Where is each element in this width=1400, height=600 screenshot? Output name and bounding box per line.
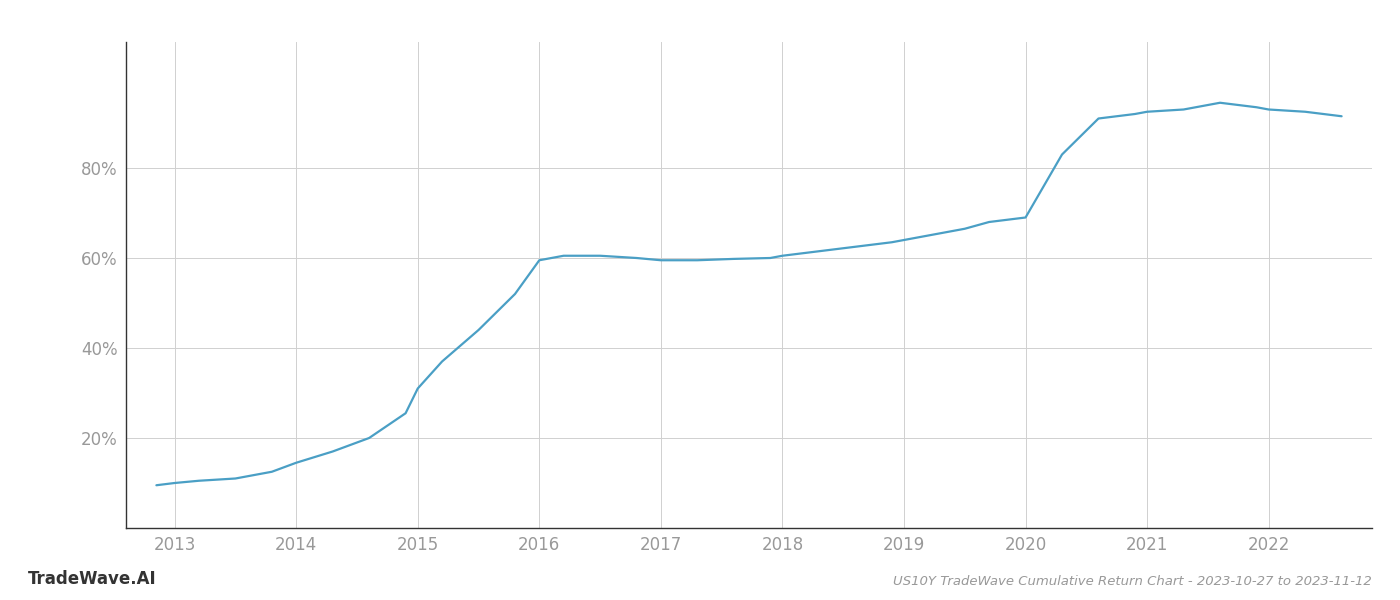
Text: US10Y TradeWave Cumulative Return Chart - 2023-10-27 to 2023-11-12: US10Y TradeWave Cumulative Return Chart … [893, 575, 1372, 588]
Text: TradeWave.AI: TradeWave.AI [28, 570, 157, 588]
